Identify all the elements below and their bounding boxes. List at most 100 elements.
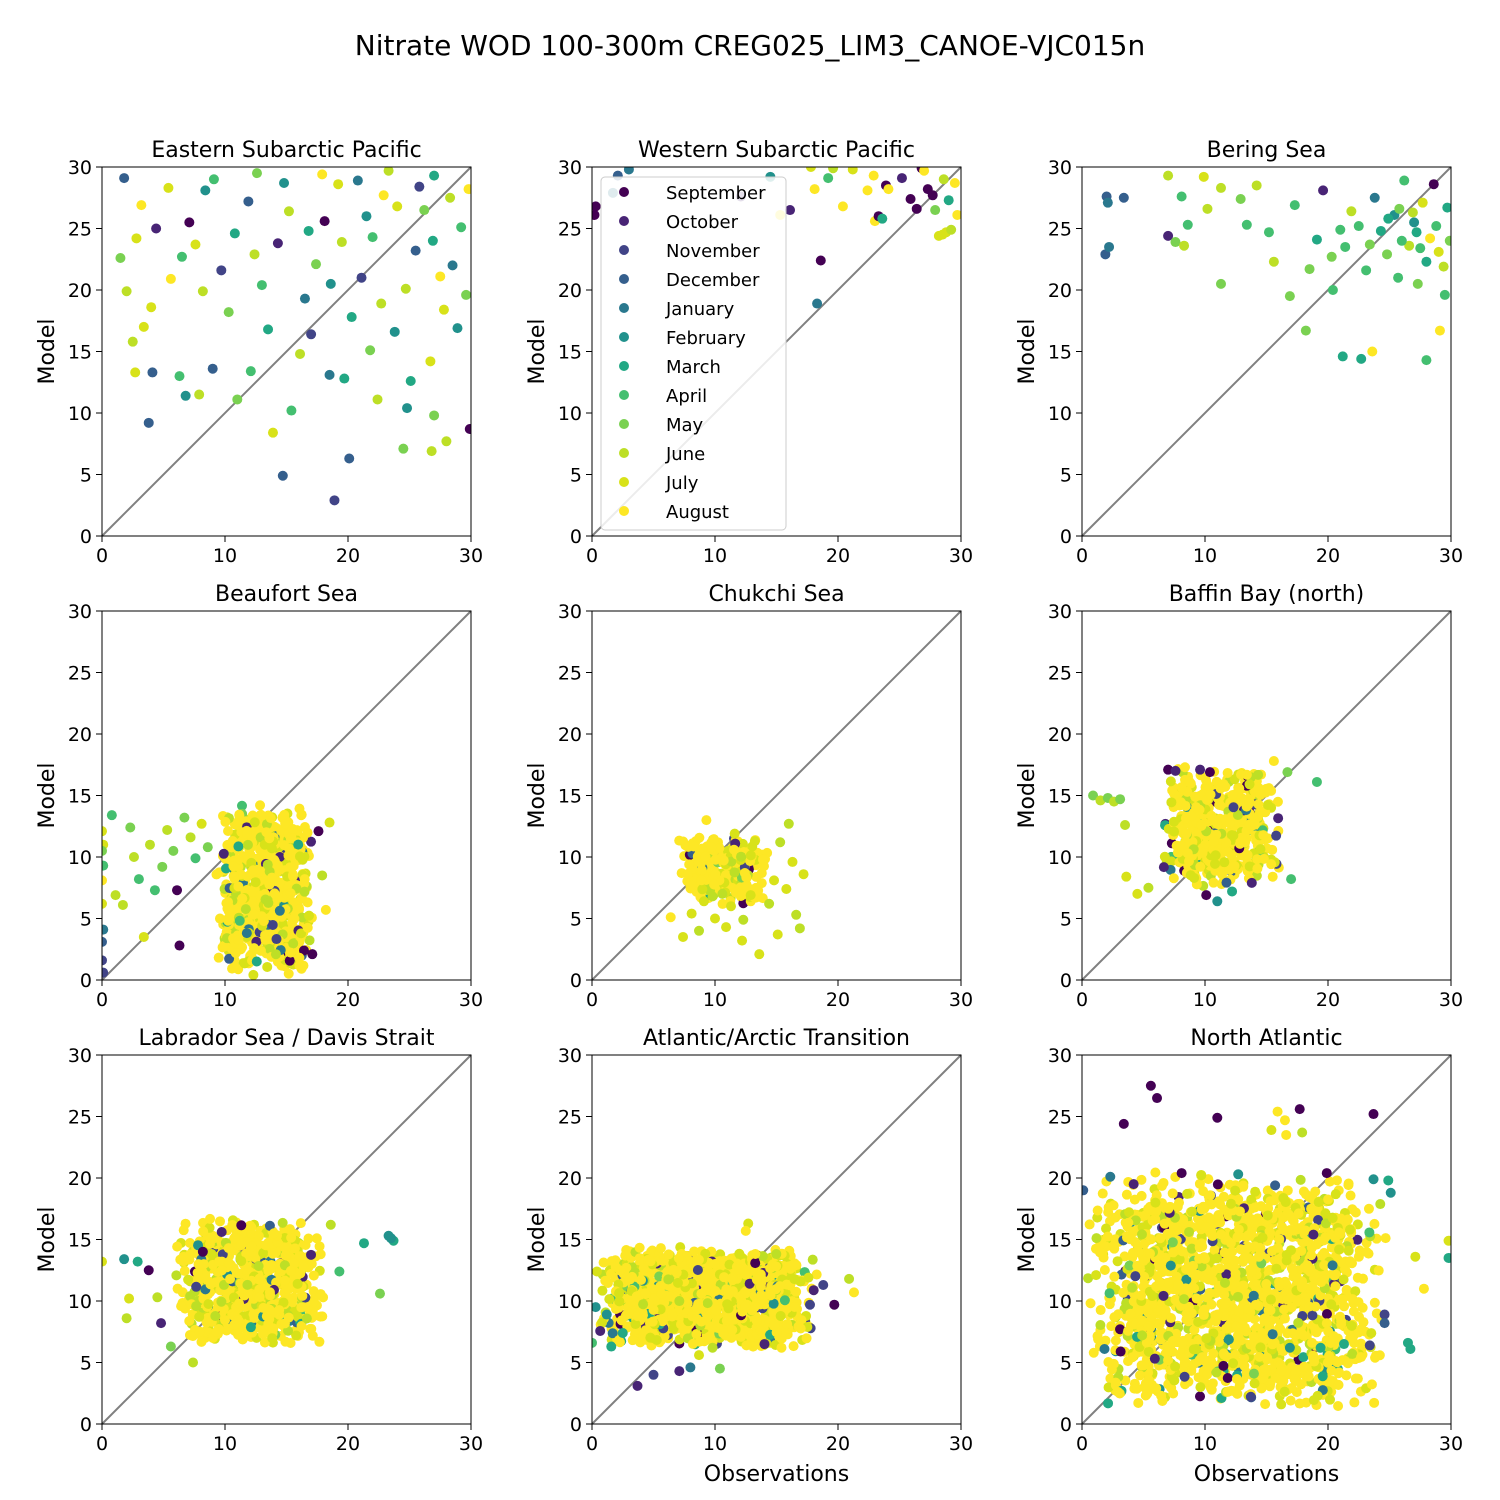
cloud-point bbox=[691, 1313, 702, 1324]
cloud-point bbox=[1196, 819, 1207, 830]
cloud-point bbox=[206, 1248, 217, 1259]
data-point bbox=[815, 255, 826, 266]
data-point bbox=[361, 211, 372, 222]
cloud-point bbox=[674, 835, 685, 846]
cloud-point bbox=[1165, 776, 1176, 787]
cloud-point bbox=[272, 860, 283, 871]
cloud-point bbox=[1234, 783, 1245, 794]
cloud-point bbox=[264, 1220, 275, 1231]
cloud-point bbox=[657, 1316, 668, 1327]
data-point bbox=[717, 888, 728, 899]
cloud-point bbox=[1085, 1298, 1096, 1309]
cloud-point bbox=[1270, 1180, 1281, 1191]
cloud-point bbox=[714, 843, 725, 854]
cloud-point bbox=[267, 919, 278, 930]
cloud-point bbox=[268, 1228, 279, 1239]
data-point bbox=[402, 403, 413, 414]
cloud-point bbox=[724, 1259, 735, 1270]
cloud-point bbox=[172, 1241, 183, 1252]
cloud-point bbox=[1195, 1391, 1206, 1402]
cloud-point bbox=[687, 1338, 698, 1349]
data-point bbox=[127, 336, 138, 347]
data-point bbox=[1340, 241, 1351, 252]
data-point bbox=[1425, 233, 1436, 244]
cloud-point bbox=[280, 1336, 291, 1347]
data-point bbox=[787, 856, 798, 867]
y-tick-label: 0 bbox=[570, 970, 582, 992]
data-point bbox=[1361, 265, 1372, 276]
cloud-point bbox=[315, 1289, 326, 1300]
cloud-point bbox=[711, 1305, 722, 1316]
data-point bbox=[283, 206, 294, 217]
cloud-point bbox=[304, 935, 315, 946]
legend-label: January bbox=[665, 299, 735, 320]
data-point bbox=[165, 273, 176, 284]
cloud-point bbox=[1298, 1352, 1309, 1363]
identity-line bbox=[591, 610, 962, 981]
cloud-point bbox=[203, 1298, 214, 1309]
data-point bbox=[1442, 202, 1451, 213]
data-point bbox=[119, 1254, 130, 1265]
data-point bbox=[781, 883, 792, 894]
data-point bbox=[919, 167, 930, 176]
y-tick-label: 30 bbox=[1048, 157, 1072, 179]
data-point bbox=[425, 356, 436, 367]
legend-marker bbox=[619, 390, 629, 400]
y-axis-label: Model bbox=[35, 762, 60, 828]
cloud-point bbox=[607, 1328, 618, 1339]
data-point bbox=[174, 940, 185, 951]
x-tick-label: 30 bbox=[459, 1433, 483, 1455]
data-point bbox=[1102, 197, 1113, 208]
cloud-point bbox=[696, 865, 707, 876]
cloud-point bbox=[795, 1323, 806, 1334]
cloud-point bbox=[647, 1284, 658, 1295]
cloud-point bbox=[191, 1301, 202, 1312]
cloud-point bbox=[1167, 785, 1178, 796]
cloud-point bbox=[223, 906, 234, 917]
data-point bbox=[400, 283, 411, 294]
x-tick-label: 20 bbox=[1316, 989, 1340, 1011]
cloud-point bbox=[721, 1315, 732, 1326]
data-point bbox=[464, 423, 471, 434]
data-point bbox=[710, 913, 720, 924]
data-point bbox=[745, 890, 756, 901]
data-point bbox=[102, 955, 107, 966]
cloud-point bbox=[786, 1260, 797, 1271]
cloud-point bbox=[299, 886, 310, 897]
legend-marker bbox=[619, 506, 629, 516]
y-tick-label: 20 bbox=[68, 280, 92, 302]
cloud-point bbox=[1176, 782, 1187, 793]
data-point bbox=[1263, 227, 1274, 238]
data-point bbox=[809, 184, 820, 195]
cloud-point bbox=[1228, 830, 1239, 841]
legend-marker bbox=[619, 332, 629, 342]
cloud-point bbox=[236, 1256, 247, 1267]
cloud-point bbox=[224, 953, 235, 964]
y-tick-label: 15 bbox=[1048, 342, 1072, 364]
cloud-point bbox=[1253, 769, 1264, 780]
cloud-point bbox=[718, 1328, 729, 1339]
cloud-point bbox=[710, 854, 721, 865]
cloud-point bbox=[801, 1333, 812, 1344]
cloud-point bbox=[683, 868, 694, 879]
cloud-point bbox=[1219, 857, 1230, 868]
data-point bbox=[1179, 240, 1190, 251]
data-point bbox=[143, 1265, 154, 1276]
cloud-point bbox=[1371, 1308, 1382, 1319]
data-point bbox=[877, 213, 888, 224]
data-point bbox=[1286, 874, 1297, 885]
data-point bbox=[1212, 896, 1223, 907]
data-point bbox=[110, 890, 121, 901]
cloud-point bbox=[1246, 877, 1257, 888]
legend-label: August bbox=[666, 502, 729, 523]
cloud-point bbox=[710, 1285, 721, 1296]
data-point bbox=[197, 286, 208, 297]
cloud-point bbox=[306, 836, 317, 847]
cloud-point bbox=[721, 1284, 732, 1295]
cloud-point bbox=[296, 928, 307, 939]
cloud-point bbox=[1244, 861, 1255, 872]
data-point bbox=[374, 1288, 385, 1299]
x-tick-label: 0 bbox=[96, 545, 108, 567]
data-point bbox=[1088, 790, 1099, 801]
legend-label: September bbox=[666, 183, 766, 204]
